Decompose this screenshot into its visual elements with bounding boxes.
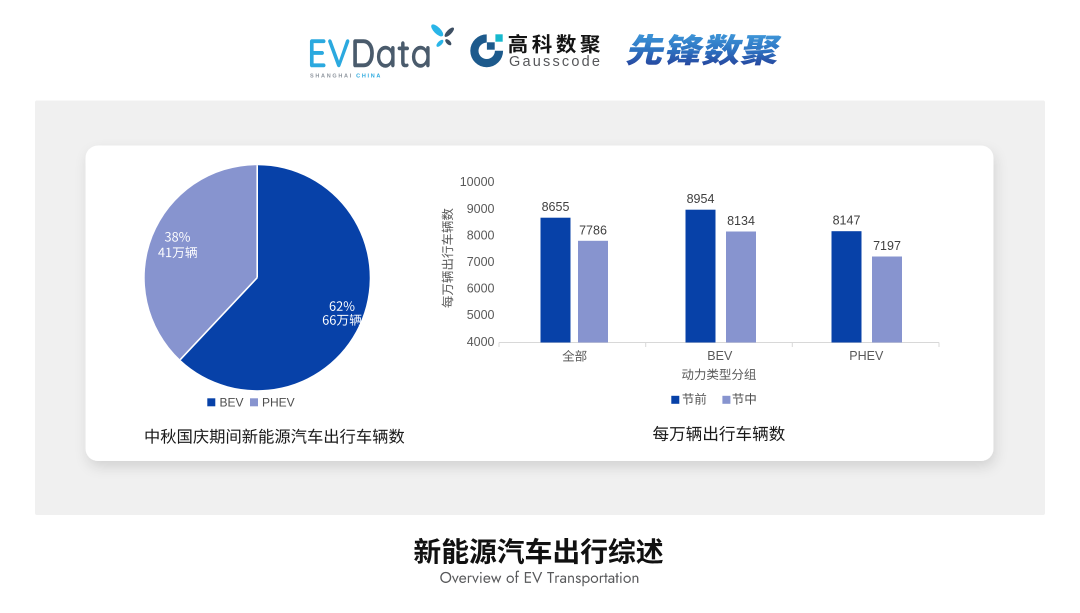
svg-text:7000: 7000 xyxy=(467,255,495,269)
svg-text:PHEV: PHEV xyxy=(849,349,884,363)
svg-text:8655: 8655 xyxy=(542,200,570,214)
svg-text:BEV: BEV xyxy=(220,395,244,409)
svg-text:6000: 6000 xyxy=(467,282,495,296)
svg-text:8954: 8954 xyxy=(687,192,715,206)
svg-text:PHEV: PHEV xyxy=(262,395,295,409)
svg-text:10000: 10000 xyxy=(460,175,495,189)
svg-text:8000: 8000 xyxy=(467,228,495,242)
svg-text:8134: 8134 xyxy=(727,214,755,228)
svg-text:7786: 7786 xyxy=(579,223,607,237)
svg-text:Gausscode: Gausscode xyxy=(509,54,602,70)
svg-text:5000: 5000 xyxy=(467,308,495,322)
svg-text:4000: 4000 xyxy=(467,335,495,349)
svg-text:SHANGHAI CHINA: SHANGHAI CHINA xyxy=(310,73,382,79)
svg-text:7197: 7197 xyxy=(873,239,901,253)
svg-text:BEV: BEV xyxy=(707,349,733,363)
svg-text:9000: 9000 xyxy=(467,202,495,216)
svg-text:8147: 8147 xyxy=(833,214,861,228)
